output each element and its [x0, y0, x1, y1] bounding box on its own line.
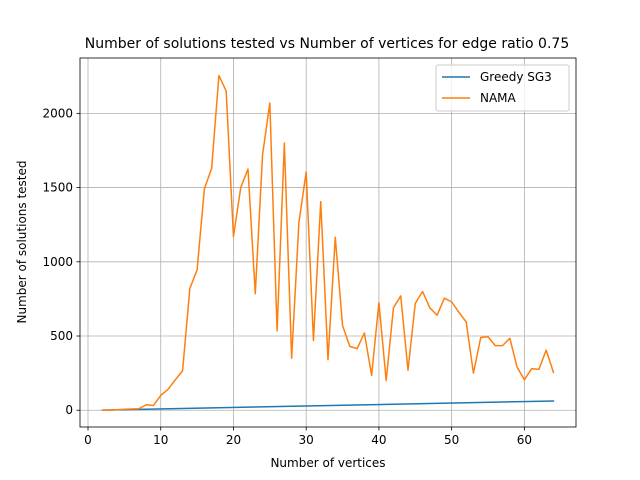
- y-axis: 0 500 1000 1500 2000: [42, 106, 80, 417]
- x-tick-label: 40: [371, 433, 386, 447]
- x-axis-label: Number of vertices: [270, 456, 385, 470]
- series-line-nama: [101, 74, 555, 411]
- y-axis-label: Number of solutions tested: [15, 160, 29, 323]
- x-tick-label: 20: [226, 433, 241, 447]
- x-tick-label: 0: [84, 433, 92, 447]
- grid: [80, 58, 576, 427]
- x-tick-label: 60: [517, 433, 532, 447]
- series-line-greedy-sg3: [101, 400, 555, 411]
- x-axis: 0 10 20 30 40 50 60: [84, 427, 532, 447]
- x-tick-label: 50: [444, 433, 459, 447]
- legend-label-nama: NAMA: [480, 91, 517, 105]
- plot-frame: [79, 57, 577, 428]
- y-tick-label: 1000: [42, 255, 73, 269]
- series-group: [101, 74, 555, 411]
- chart-title: Number of solutions tested vs Number of …: [85, 36, 569, 52]
- y-tick-label: 500: [50, 329, 73, 343]
- legend: Greedy SG3 NAMA: [435, 64, 570, 112]
- y-tick-label: 2000: [42, 106, 73, 120]
- y-tick-label: 1500: [42, 181, 73, 195]
- legend-label-greedy-sg3: Greedy SG3: [480, 70, 552, 84]
- x-tick-label: 10: [153, 433, 168, 447]
- y-tick-label: 0: [65, 403, 73, 417]
- x-tick-label: 30: [299, 433, 314, 447]
